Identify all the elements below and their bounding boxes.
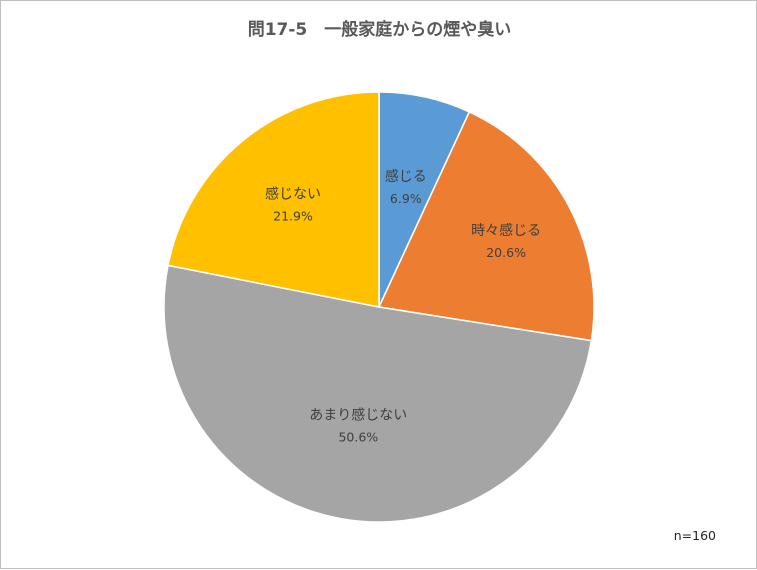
slice-value-label-1: 6.9% bbox=[390, 191, 422, 206]
slice-label-2: 時々感じる bbox=[471, 222, 541, 239]
slice-value-label-3: 50.6% bbox=[338, 429, 378, 444]
slice-label-4: 感じない bbox=[265, 185, 321, 202]
pie-slice-3 bbox=[163, 264, 593, 523]
sample-size-note: n=160 bbox=[673, 528, 716, 543]
pie-slice-2 bbox=[377, 110, 595, 342]
slice-value-label-4: 21.9% bbox=[273, 208, 313, 223]
chart-title: 問17-5 一般家庭からの煙や臭い bbox=[247, 20, 512, 40]
pie-slice-4 bbox=[167, 91, 380, 308]
slice-label-3: あまり感じない bbox=[309, 406, 407, 423]
slice-label-1: 感じる bbox=[385, 168, 427, 185]
slice-value-label-2: 20.6% bbox=[486, 245, 526, 260]
